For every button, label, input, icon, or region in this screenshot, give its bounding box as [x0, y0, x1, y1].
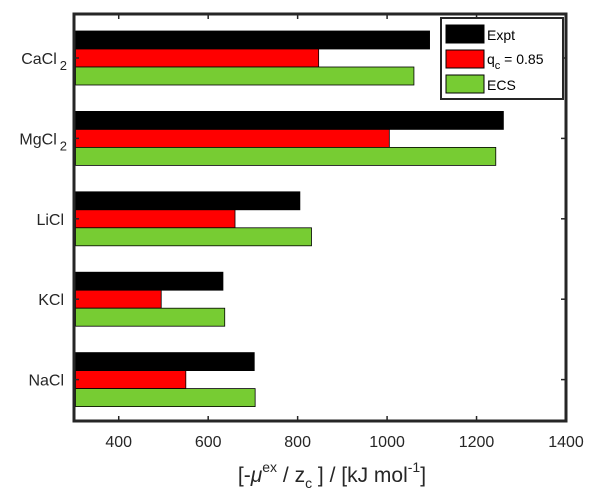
x-axis-label: [-μex / zc ] / [kJ mol-1]	[238, 459, 426, 491]
legend-label-expt: Expt	[487, 27, 515, 43]
x-tick-label: 400	[105, 434, 132, 451]
legend: Expt qc = 0.85 ECS	[440, 17, 564, 100]
x-axis-label-exp: -1	[408, 459, 421, 475]
bar-cacl2-ecs	[75, 66, 415, 86]
legend-label-ecs: ECS	[487, 77, 516, 93]
legend-label-qc: qc = 0.85	[487, 51, 544, 72]
legend-swatch-ecs	[445, 74, 485, 94]
bar-licl-q-c-0-85	[75, 209, 236, 229]
legend-label-qc-suffix: = 0.85	[500, 51, 543, 67]
x-axis-label-open: [-	[238, 464, 251, 487]
x-tick-label: 1000	[369, 434, 405, 451]
y-tick-label: MgCl 2	[19, 131, 67, 153]
x-axis-label-end: ]	[420, 464, 426, 487]
legend-label-qc-sub: c	[495, 60, 501, 72]
y-tick-label-subscript: 2	[60, 58, 67, 73]
x-axis-label-z-sub: c	[305, 475, 312, 491]
bar-kcl-q-c-0-85	[75, 289, 162, 309]
x-axis-label-mu-sup: ex	[262, 459, 277, 475]
x-axis-label-close: ] / [kJ mol	[312, 464, 408, 487]
bar-mgcl2-q-c-0-85	[75, 128, 390, 148]
x-axis-label-mid: / z	[277, 464, 305, 487]
plot-frame	[72, 12, 568, 423]
x-tick-label: 800	[284, 434, 311, 451]
y-tick-label: CaCl 2	[21, 51, 67, 73]
x-tick-label: 600	[195, 434, 222, 451]
bar-cacl2-q-c-0-85	[75, 48, 320, 68]
bar-cacl2-expt	[75, 30, 430, 50]
legend-swatch-expt	[445, 24, 485, 44]
legend-label-qc-base: q	[487, 51, 495, 67]
y-tick-label: LiCl	[36, 212, 64, 229]
bar-nacl-expt	[75, 352, 255, 372]
bar-mgcl2-ecs	[75, 146, 497, 166]
x-axis-label-mu: μ	[250, 464, 263, 487]
y-tick-label: KCl	[38, 292, 64, 309]
x-tick-label: 1200	[459, 434, 495, 451]
y-tick-labels: CaCl 2 MgCl 2 LiCl KCl NaCl	[19, 51, 566, 390]
bar-nacl-q-c-0-85	[75, 370, 187, 390]
x-tick-labels: 400 600 800 1000 1200 1400	[105, 14, 584, 451]
bars-layer	[75, 30, 504, 408]
bar-licl-expt	[75, 191, 301, 211]
y-tick-label: NaCl	[28, 373, 64, 390]
bar-licl-ecs	[75, 227, 312, 247]
bar-kcl-expt	[75, 271, 224, 291]
bar-mgcl2-expt	[75, 111, 504, 130]
bar-kcl-ecs	[75, 307, 226, 327]
bar-nacl-ecs	[75, 388, 256, 408]
y-tick-label-subscript: 2	[60, 138, 67, 153]
legend-swatch-qc	[445, 49, 485, 69]
x-tick-label: 1400	[548, 434, 584, 451]
